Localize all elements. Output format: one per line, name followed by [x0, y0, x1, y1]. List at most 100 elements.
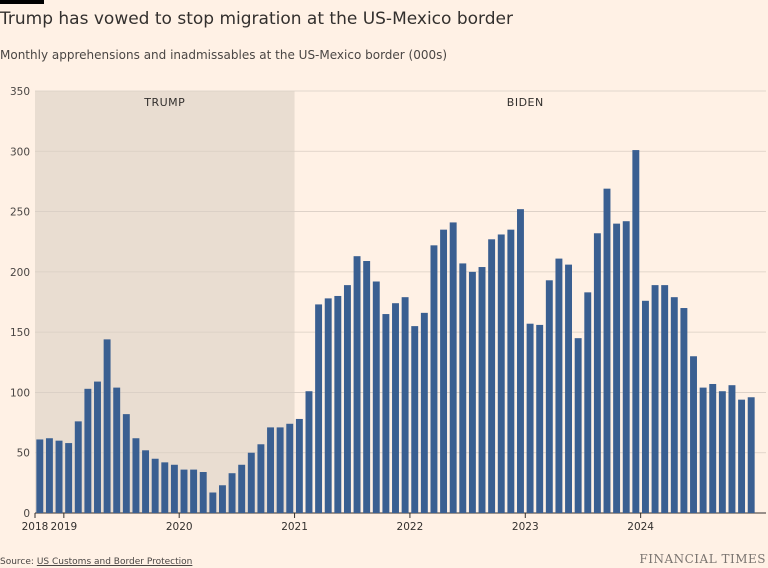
- bar: [113, 387, 121, 513]
- bar-chart: TRUMP BIDEN 0 50 100 150 200 250 300 350 2018 2019 2…: [10, 86, 766, 533]
- bar: [45, 438, 53, 513]
- bar: [411, 326, 419, 513]
- bar: [478, 267, 486, 513]
- bar: [392, 303, 399, 513]
- y-tick-label: 150: [10, 327, 30, 339]
- bar: [517, 209, 524, 513]
- bar: [343, 285, 351, 513]
- y-tick-label: 50: [17, 448, 30, 460]
- bar: [295, 418, 303, 513]
- bar: [738, 399, 746, 513]
- bar: [574, 338, 582, 513]
- bar: [305, 391, 313, 513]
- labels: TRUMP BIDEN 0 50 100 150 200 250 300 350 2018 2019 2…: [10, 86, 654, 533]
- bar: [536, 324, 544, 513]
- bar: [401, 297, 409, 513]
- bar: [651, 285, 659, 513]
- bar: [218, 485, 226, 513]
- bar: [74, 421, 82, 513]
- bar: [122, 414, 130, 513]
- bar: [84, 388, 92, 513]
- source-link[interactable]: US Customs and Border Protection: [36, 557, 193, 567]
- bar: [555, 258, 563, 513]
- bars: [36, 150, 755, 514]
- bar: [420, 312, 428, 513]
- bar: [613, 223, 621, 513]
- y-tick-label: 0: [23, 508, 30, 520]
- bar: [363, 261, 371, 513]
- bar: [55, 440, 63, 513]
- bar: [507, 229, 515, 513]
- bar: [430, 245, 438, 513]
- bar: [334, 295, 342, 513]
- region-label-trump: TRUMP: [143, 96, 185, 109]
- x-tick-label: 2019: [50, 521, 77, 533]
- x-tick-label: 2024: [627, 521, 654, 533]
- bar: [161, 462, 169, 513]
- y-tick-label: 300: [10, 146, 30, 158]
- period-shading: [35, 91, 295, 513]
- bar: [228, 473, 236, 513]
- bar: [718, 391, 726, 513]
- bar: [690, 356, 697, 513]
- bar: [180, 469, 188, 513]
- bar: [584, 292, 592, 513]
- bar: [680, 308, 688, 513]
- bar: [142, 450, 150, 513]
- bar: [238, 464, 246, 513]
- bar: [247, 452, 255, 513]
- bar: [324, 298, 332, 513]
- bar: [267, 427, 274, 513]
- bar: [545, 280, 553, 513]
- bar: [603, 188, 611, 514]
- x-tick-label: 2018: [22, 521, 49, 533]
- source-prefix: Source:: [0, 557, 37, 567]
- bar: [670, 297, 678, 513]
- bar: [190, 469, 198, 513]
- bar: [315, 304, 323, 513]
- bar: [497, 234, 505, 514]
- bar: [709, 383, 717, 513]
- bar: [36, 439, 44, 513]
- bar: [488, 239, 496, 513]
- chart-subtitle: Monthly apprehensions and inadmissables …: [0, 48, 448, 62]
- bar: [94, 381, 101, 513]
- y-tick-label: 250: [10, 207, 30, 219]
- bar: [132, 438, 140, 513]
- ft-logo-text: FINANCIAL TIMES: [639, 552, 766, 566]
- bar: [459, 263, 467, 513]
- chart-title: Trump has vowed to stop migration at the…: [0, 9, 513, 29]
- bar: [382, 314, 390, 513]
- bar: [372, 281, 380, 513]
- y-tick-label: 200: [10, 267, 30, 279]
- bar: [257, 444, 265, 513]
- bar: [170, 464, 178, 513]
- bar: [276, 427, 284, 513]
- bar: [449, 222, 457, 513]
- y-tick-label: 100: [10, 387, 30, 399]
- bar: [199, 472, 207, 513]
- bar: [353, 256, 361, 513]
- bar: [593, 233, 601, 513]
- bar: [661, 285, 669, 513]
- bar: [65, 443, 73, 513]
- region-label-biden: BIDEN: [507, 96, 544, 109]
- bar: [209, 492, 217, 513]
- x-tick-label: 2021: [281, 521, 308, 533]
- shaded-region-trump: [35, 91, 295, 513]
- x-tick-label: 2020: [166, 521, 193, 533]
- bar: [468, 271, 476, 513]
- bar: [632, 150, 640, 513]
- bar: [747, 397, 755, 513]
- bar: [728, 385, 736, 513]
- bar: [699, 387, 707, 513]
- bar: [286, 423, 294, 513]
- x-tick-label: 2022: [397, 521, 424, 533]
- bar: [440, 229, 448, 513]
- bar: [103, 339, 111, 513]
- bar: [151, 458, 159, 513]
- source-note: Source: US Customs and Border Protection: [0, 557, 192, 567]
- bar: [622, 221, 630, 513]
- x-tick-label: 2023: [512, 521, 539, 533]
- y-tick-label: 350: [10, 86, 30, 98]
